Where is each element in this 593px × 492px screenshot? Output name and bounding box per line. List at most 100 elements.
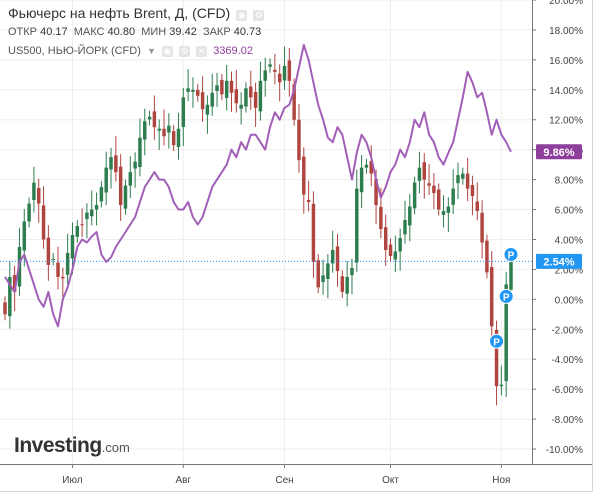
y-tick-label: -10.00% (546, 445, 583, 456)
candle-body (326, 263, 330, 279)
candle-body (292, 84, 296, 120)
y-tick-label: -6.00% (551, 385, 583, 396)
candle-body (191, 89, 195, 92)
y-tick-label: 20.00% (549, 0, 583, 7)
high-label: МАКС (73, 26, 105, 38)
candle-body (350, 267, 354, 276)
candle-body (263, 70, 267, 81)
candle-body (345, 276, 349, 294)
p-marker-label: P (503, 292, 510, 303)
candle-body (417, 167, 422, 181)
candle-body (118, 166, 123, 206)
close-icon[interactable]: ✕ (196, 45, 208, 57)
gear-icon[interactable]: ⚙ (253, 9, 265, 21)
y-tick-label: 12.00% (549, 116, 583, 127)
open-value: 40.17 (40, 26, 68, 38)
candle-body (412, 182, 417, 209)
candle-body (61, 276, 65, 279)
candle-body (234, 89, 239, 104)
candle-body (56, 262, 60, 277)
high-value: 40.80 (107, 26, 136, 38)
brent-value-badge (536, 253, 582, 269)
candle-body (46, 237, 51, 265)
candle-body (287, 60, 292, 81)
candle-body (335, 246, 340, 271)
legend-title-row: Фьючерс на нефть Brent, Д, (CFD) ◉ ⚙ (8, 5, 265, 21)
candle-body (282, 65, 287, 81)
logo-brand: Investing (14, 434, 102, 457)
y-tick-label: -4.00% (551, 355, 583, 366)
y-tick-label: 8.00% (555, 176, 583, 187)
candle-body (388, 244, 393, 256)
candle-body (485, 240, 489, 273)
candle-body (152, 111, 157, 128)
candle-body (196, 89, 200, 96)
candle-body (383, 227, 388, 250)
candle-body (220, 79, 224, 95)
candle-body (446, 206, 451, 213)
candle-body (504, 284, 508, 382)
candle-body (80, 224, 84, 226)
candle-body (210, 92, 214, 107)
candle-body (355, 188, 359, 263)
candle-body (398, 237, 402, 252)
low-label: МИН (141, 26, 167, 38)
candle-body (461, 173, 465, 179)
x-tick-label: Ноя (492, 475, 510, 486)
candle-body (359, 167, 364, 193)
investing-logo: Investing.com (14, 434, 130, 458)
candle-body (451, 188, 455, 205)
candle-body (268, 64, 272, 67)
p-marker-label: P (508, 250, 515, 261)
candle-body (475, 201, 480, 212)
instrument-title: Фьючерс на нефть Brent, Д, (CFD) (8, 5, 231, 21)
candle-body (32, 182, 36, 200)
candle-body (306, 199, 311, 203)
close-label: ЗАКР (202, 26, 231, 38)
y-tick-label: -8.00% (551, 415, 583, 426)
candle-body (253, 91, 258, 108)
candle-body (316, 260, 320, 288)
candle-body (181, 97, 186, 127)
chevron-down-icon[interactable]: ▼ (146, 46, 156, 56)
gear-icon[interactable]: ⚙ (179, 45, 190, 57)
y-tick-label: 14.00% (549, 86, 583, 97)
candle-body (408, 206, 412, 226)
sp500-value-badge-label: 9.86% (543, 147, 574, 159)
y-tick-label: 4.00% (555, 235, 583, 246)
candle-body (374, 179, 378, 206)
candle-body (244, 88, 248, 107)
candle-body (200, 92, 205, 110)
candle-body (143, 121, 147, 140)
candle-body (114, 155, 118, 173)
candle-body (171, 131, 176, 146)
y-tick-label: 0.00% (555, 295, 583, 306)
candle-body (465, 173, 470, 189)
candle-body (104, 167, 108, 193)
candle-body (441, 211, 446, 215)
candle-body (330, 249, 335, 264)
close-value: 40.73 (233, 26, 262, 38)
eye-icon[interactable]: ◉ (161, 45, 173, 57)
candle-body (393, 251, 398, 260)
candle-body (499, 384, 504, 387)
y-tick-label: 18.00% (549, 26, 583, 37)
candle-body (229, 80, 234, 93)
p-marker (498, 288, 514, 304)
candle-body (364, 164, 369, 168)
eye-icon[interactable]: ◉ (236, 9, 248, 21)
candle-body (340, 276, 345, 292)
candle-body (273, 69, 277, 72)
candle-body (94, 205, 99, 210)
candle-body (321, 275, 325, 282)
x-tick-label: Июл (62, 475, 82, 486)
candle-body (176, 128, 181, 147)
candle-body (75, 226, 80, 237)
candle-body (470, 185, 475, 197)
p-marker-label: P (493, 337, 500, 348)
candle-body (456, 175, 460, 184)
candle-body (133, 161, 137, 169)
candle-body (12, 275, 17, 292)
candle-body (403, 220, 407, 235)
